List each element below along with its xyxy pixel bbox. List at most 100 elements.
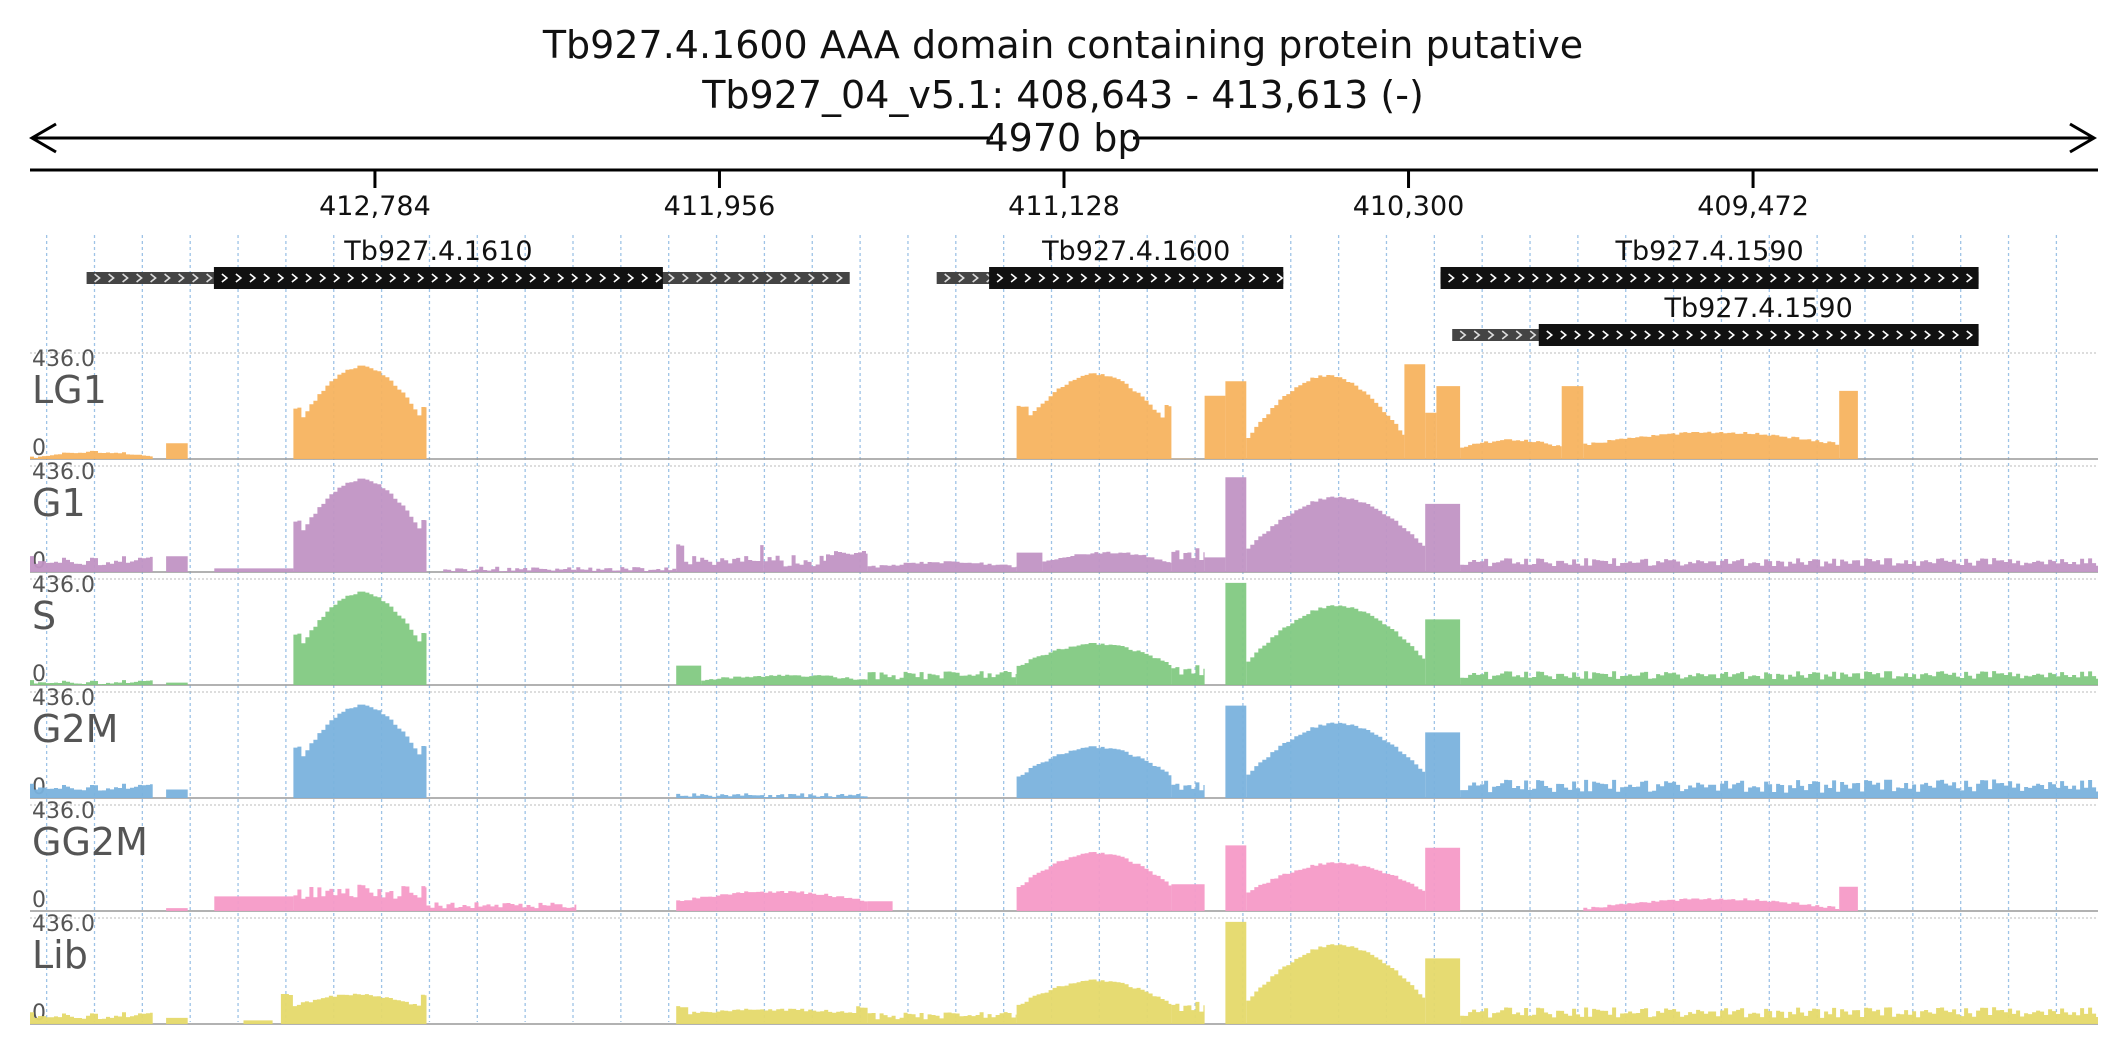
coverage-segment-G1-2 xyxy=(214,568,294,572)
gene-cds-arrows-0-chevron-icon xyxy=(403,273,411,283)
tick-label-3: 410,300 xyxy=(1353,191,1465,222)
track-G1: 436.00G1 xyxy=(30,460,2098,574)
gene-cds-arrows-2-chevron-icon xyxy=(1966,273,1973,283)
gene-cds-arrows-2-chevron-icon xyxy=(1504,273,1511,283)
coverage-segment-LG1-14 xyxy=(1839,390,1858,459)
coverage-segment-S-8 xyxy=(1225,582,1247,685)
gene-cds-arrows-3-chevron-icon xyxy=(1784,330,1792,340)
gene-utr-arrows-3-chevron-icon xyxy=(1529,330,1537,340)
track-S: 436.0 0 S xyxy=(30,573,2098,687)
gene-utr-arrows-0-chevron-icon xyxy=(108,273,115,283)
coverage-segment-LG1-6 xyxy=(1225,381,1247,459)
gene-utr-arrows-0-chevron-icon xyxy=(780,273,787,283)
gene-cds-arrows-2-chevron-icon xyxy=(1924,273,1931,283)
gene-cds-arrows-1-chevron-icon xyxy=(1136,273,1144,283)
gene-cds-arrows-1-chevron-icon xyxy=(1192,273,1200,283)
coverage-segment-GG2M-5 xyxy=(867,901,893,911)
coverage-segment-Lib-0 xyxy=(30,1012,153,1024)
gene-cds-arrows-0-chevron-icon xyxy=(249,273,257,283)
gene-cds-arrows-0-chevron-icon xyxy=(277,273,285,283)
coverage-segment-S-1 xyxy=(166,682,188,685)
gene-utr-arrows-0-chevron-icon xyxy=(710,273,717,283)
gene-cds-arrows-2-chevron-icon xyxy=(1742,273,1749,283)
gene-cds-arrows-0-chevron-icon xyxy=(529,273,537,283)
gene-cds-arrows-3-chevron-icon xyxy=(1896,330,1904,340)
gene-cds-arrows-1-chevron-icon xyxy=(996,273,1004,283)
coverage-segment-Lib-1 xyxy=(166,1017,188,1024)
track-name-0: LG1 xyxy=(32,368,107,412)
tick-label-0: 412,784 xyxy=(319,191,431,222)
gene-utr-arrows-0-chevron-icon xyxy=(808,273,815,283)
gene-cds-arrows-2-chevron-icon xyxy=(1784,273,1791,283)
coverage-segment-G2M-7 xyxy=(1246,722,1426,798)
gene-cds-arrows-3-chevron-icon xyxy=(1728,330,1736,340)
coverage-segment-G1-5 xyxy=(576,567,677,572)
gene-utr-arrows-0-chevron-icon xyxy=(122,273,129,283)
gene-utr-arrows-0-chevron-icon xyxy=(696,273,703,283)
coverage-segment-GG2M-3 xyxy=(426,902,577,911)
gene-cds-arrows-1-chevron-icon xyxy=(1262,273,1270,283)
gene-cds-arrows-0-chevron-icon xyxy=(305,273,313,283)
span-label: 4970 bp xyxy=(984,116,1141,160)
coverage-segment-G1-3 xyxy=(293,478,427,572)
coverage-segment-G1-4 xyxy=(443,566,577,572)
track-ymax-label-4: 436.0 xyxy=(32,799,95,824)
gene-cds-arrows-2-chevron-icon xyxy=(1728,273,1735,283)
track-LG1: 436.0 0 LG1 xyxy=(30,347,2098,461)
track-ymax-label-1: 436.0 xyxy=(32,460,95,485)
track-name-3: G2M xyxy=(32,707,118,751)
coverage-segment-S-11 xyxy=(1460,671,2098,685)
track-name-1: G1 xyxy=(32,481,86,525)
gene-cds-arrows-2-chevron-icon xyxy=(1868,273,1875,283)
coverage-segment-LG1-1 xyxy=(166,443,188,459)
gene-cds-arrows-0-chevron-icon xyxy=(263,273,271,283)
gene-cds-arrows-1-chevron-icon xyxy=(1276,273,1284,283)
coverage-segment-LG1-12 xyxy=(1561,386,1584,459)
coverage-segment-Lib-5 xyxy=(867,1012,1017,1024)
gene-cds-arrows-0-chevron-icon xyxy=(347,273,355,283)
gene-cds-arrows-3-chevron-icon xyxy=(1588,330,1596,340)
gene-cds-arrows-0-chevron-icon xyxy=(487,273,495,283)
gene-utr-arrows-0-chevron-icon xyxy=(682,273,689,283)
gene-cds-arrows-3-chevron-icon xyxy=(1854,330,1862,340)
coverage-segment-G1-11 xyxy=(1042,551,1172,572)
gene-cds-arrows-3-chevron-icon xyxy=(1924,330,1932,340)
gene-cds-arrows-0-chevron-icon xyxy=(543,273,551,283)
track-ymax-label-5: 436.0 xyxy=(32,912,95,937)
coverage-segment-G1-8 xyxy=(826,551,868,572)
gene-cds-arrows-1-chevron-icon xyxy=(1234,273,1242,283)
gene-cds-arrows-3-chevron-icon xyxy=(1560,330,1568,340)
tick-label-1: 411,956 xyxy=(664,191,776,222)
coverage-segment-S-2 xyxy=(293,591,427,685)
coverage-segment-G2M-2 xyxy=(293,704,427,798)
gene-cds-arrows-0-chevron-icon xyxy=(319,273,327,283)
gene-cds-arrows-3-chevron-icon xyxy=(1658,330,1666,340)
coverage-segment-GG2M-0 xyxy=(166,908,188,911)
gene-cds-arrows-0-chevron-icon xyxy=(627,273,635,283)
coverage-segment-S-10 xyxy=(1425,619,1461,685)
gene-model-0: Tb927.4.1610 xyxy=(86,236,850,289)
coverage-segment-GG2M-8 xyxy=(1225,845,1247,911)
gene-cds-arrows-1-chevron-icon xyxy=(1220,273,1228,283)
coverage-segment-LG1-7 xyxy=(1246,375,1405,459)
gene-cds-arrows-1-chevron-icon xyxy=(1038,273,1046,283)
coverage-segment-S-3 xyxy=(676,665,702,685)
track-name-4: GG2M xyxy=(32,820,148,864)
gene-cds-arrows-3-chevron-icon xyxy=(1630,330,1638,340)
coverage-segment-G1-16 xyxy=(1425,503,1461,572)
gene-cds-arrows-0-chevron-icon xyxy=(431,273,439,283)
gene-cds-arrows-3-chevron-icon xyxy=(1938,330,1946,340)
gene-utr-arrows-0-chevron-icon xyxy=(668,273,675,283)
gene-cds-arrows-2-chevron-icon xyxy=(1854,273,1861,283)
track-ymin-label-4: 0 xyxy=(32,888,46,913)
gene-cds-arrows-2-chevron-icon xyxy=(1630,273,1637,283)
gene-cds-arrows-0 xyxy=(221,273,663,283)
gene-utr-arrows-0-chevron-icon xyxy=(794,273,801,283)
gene-cds-arrows-2-chevron-icon xyxy=(1882,273,1889,283)
coverage-segment-G2M-5 xyxy=(1171,782,1205,798)
coverage-segment-G2M-6 xyxy=(1225,705,1247,798)
coverage-segment-S-7 xyxy=(1171,665,1205,685)
coverage-segment-LG1-13 xyxy=(1583,431,1840,459)
gene-cds-arrows-3-chevron-icon xyxy=(1868,330,1876,340)
gene-utr-arrows-0-chevron-icon xyxy=(192,273,199,283)
